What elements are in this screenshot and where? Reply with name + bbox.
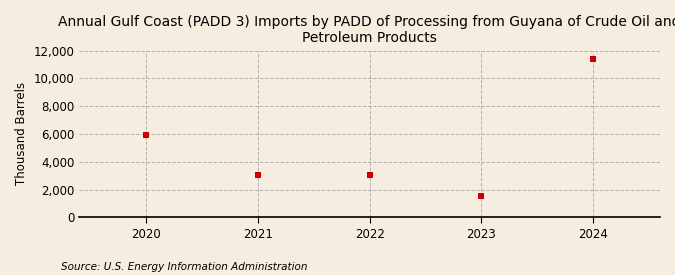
Point [252,173,263,177]
Point [364,173,375,177]
Point [588,56,599,61]
Y-axis label: Thousand Barrels: Thousand Barrels [15,82,28,186]
Title: Annual Gulf Coast (PADD 3) Imports by PADD of Processing from Guyana of Crude Oi: Annual Gulf Coast (PADD 3) Imports by PA… [59,15,675,45]
Text: Source: U.S. Energy Information Administration: Source: U.S. Energy Information Administ… [61,262,307,272]
Point [141,133,152,138]
Point [476,194,487,199]
